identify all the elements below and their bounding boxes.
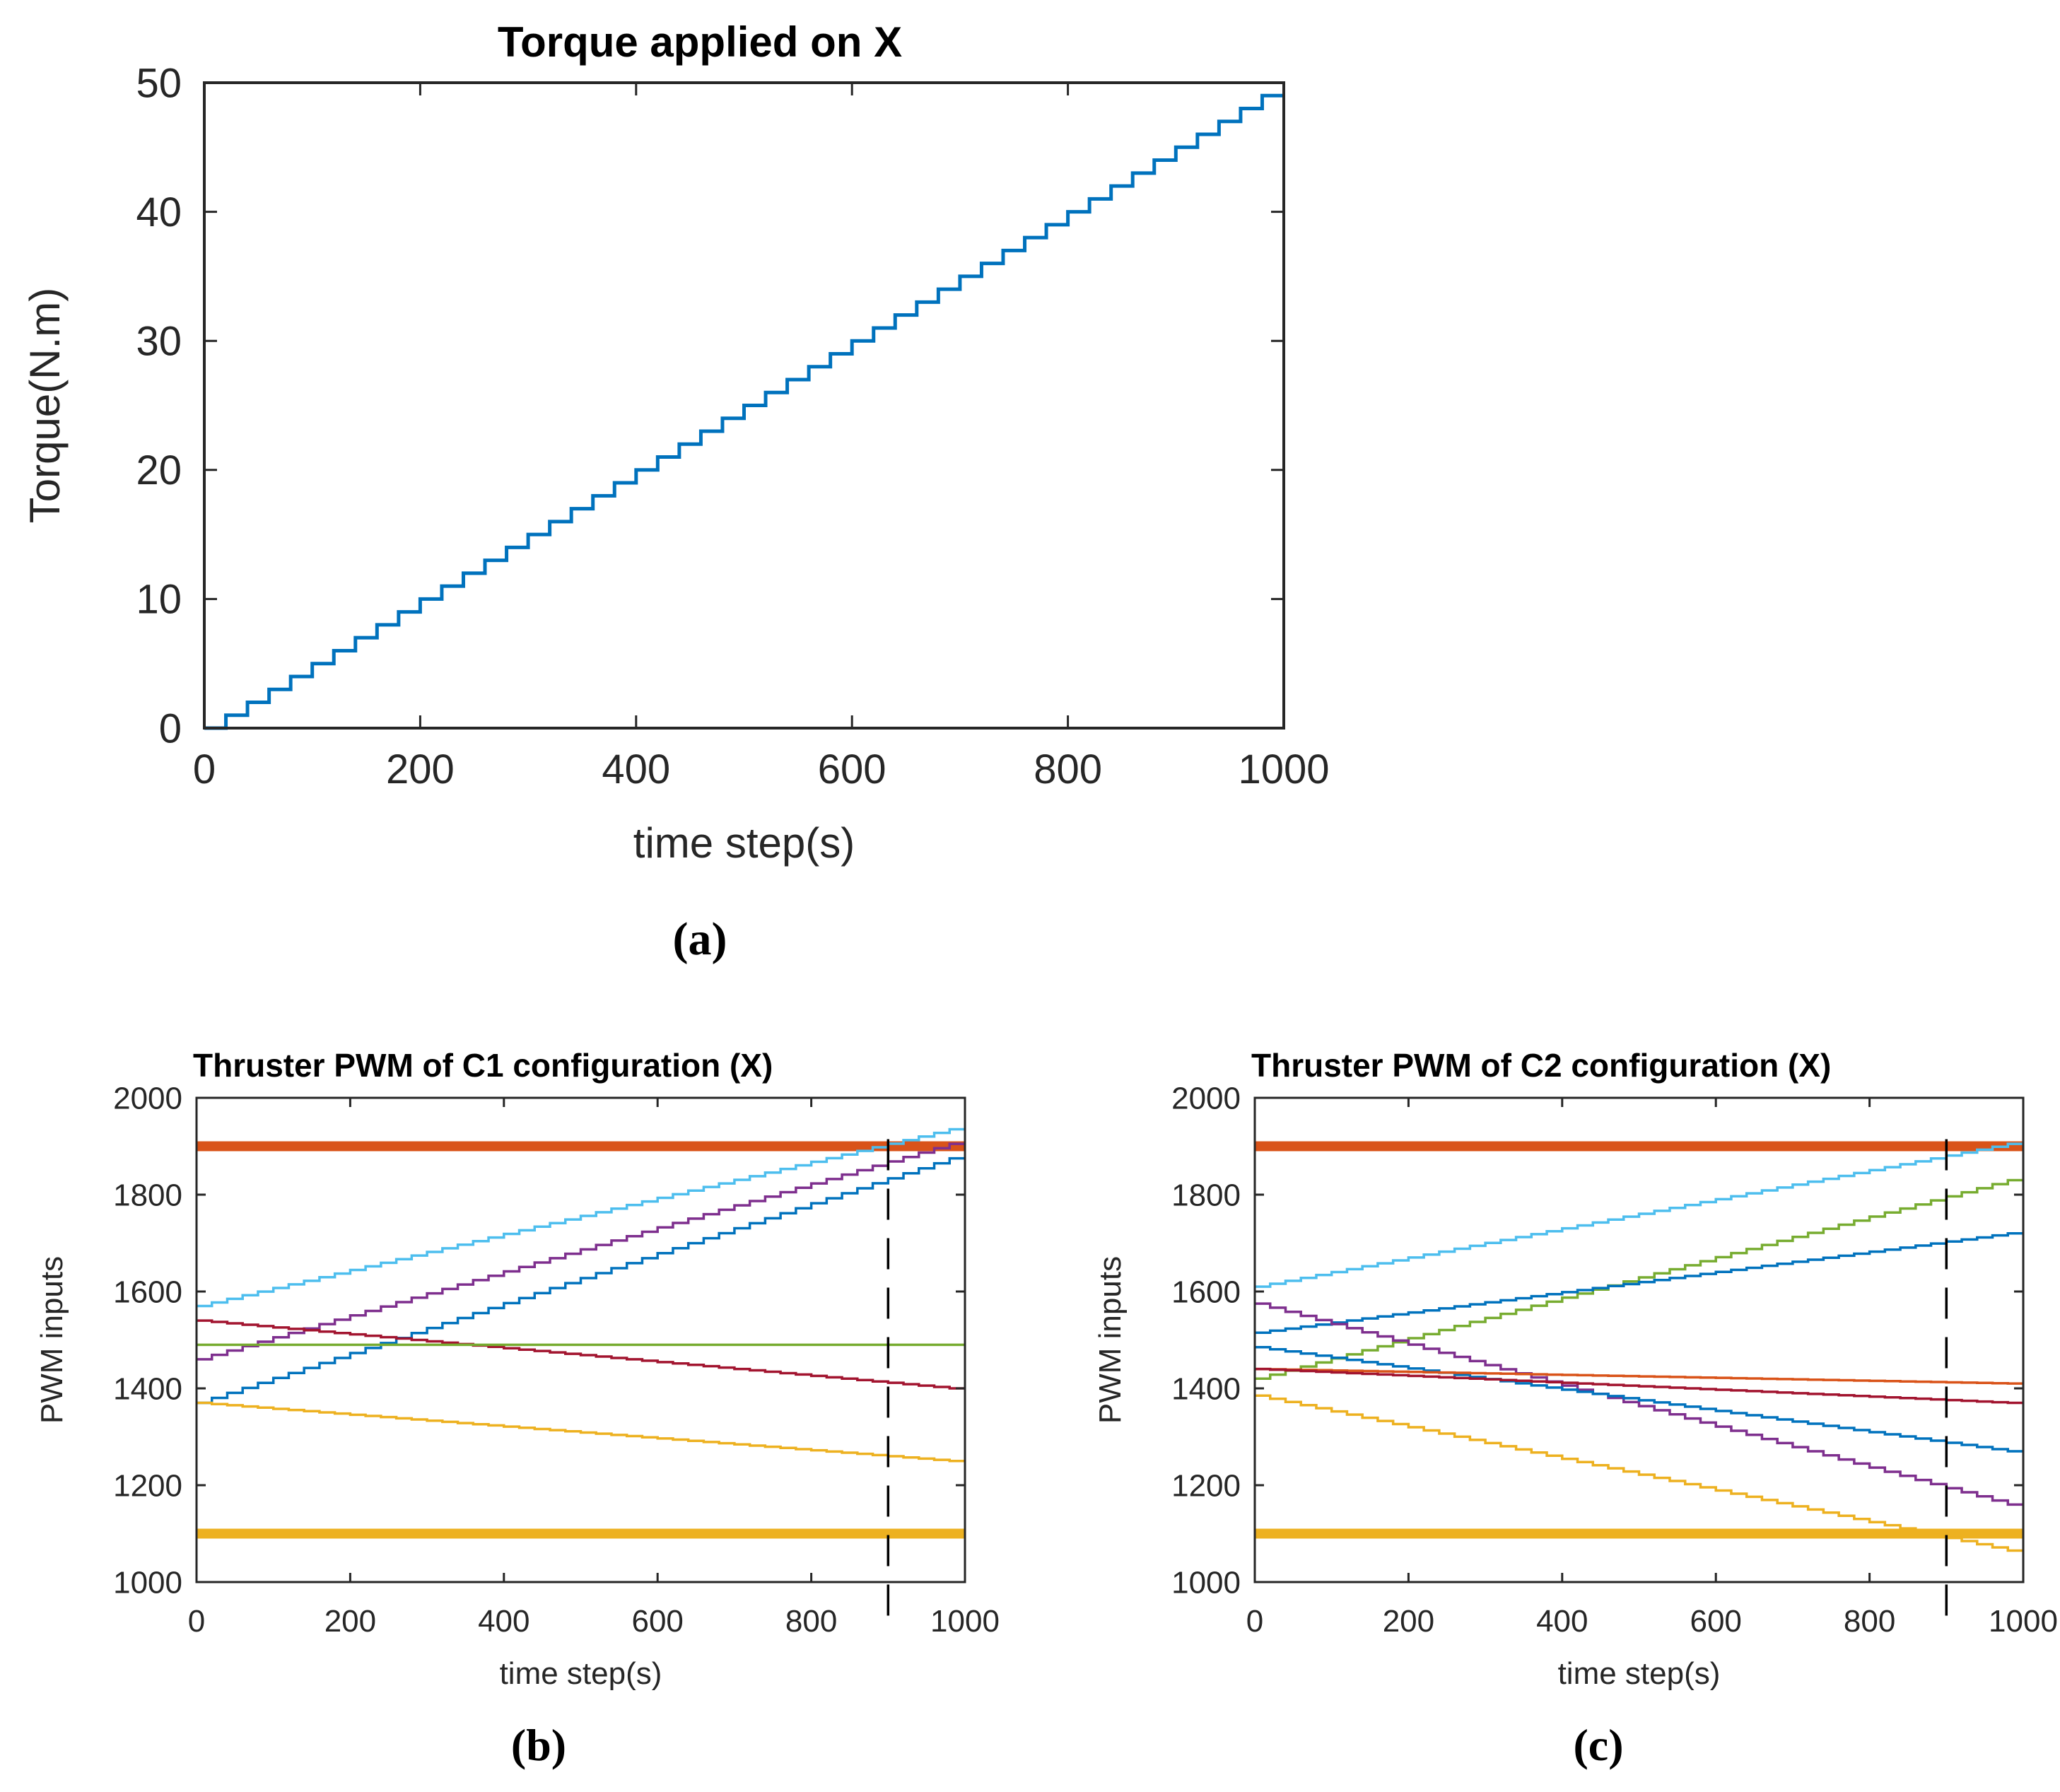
x-tick-label: 1000 [1989, 1604, 2058, 1639]
x-tick-label: 600 [1690, 1604, 1741, 1639]
x-tick-label: 1000 [1238, 746, 1329, 792]
series-line-thruster-2 [1255, 1178, 2023, 1381]
series-layer-b [197, 1128, 965, 1621]
caption-a: (a) [673, 913, 727, 965]
series-layer-c [1255, 1139, 2023, 1621]
axes-box-a [203, 81, 1285, 730]
x-tick-label: 0 [193, 746, 216, 792]
series-line-torque [204, 93, 1284, 730]
chart-title-c: Thruster PWM of C2 configuration (X) [1251, 1047, 1831, 1084]
series-line-thruster-3 [1255, 1232, 2023, 1334]
chart-panel-b: 0 200 400 600 800 1000 1000 1200 1400 1600 1800 200… [35, 1047, 1000, 1770]
axes-box-c [1253, 1096, 2025, 1583]
ticks-c: 0 200 400 600 800 1000 1000 1200 1400 1600 1800 200… [1171, 1081, 2058, 1639]
y-axis-title-b: PWM inputs [35, 1256, 69, 1424]
caption-c: (c) [1573, 1720, 1623, 1770]
series-line-thruster-8 [1255, 1394, 2023, 1552]
x-tick-label: 600 [631, 1604, 683, 1639]
y-tick-label: 1800 [113, 1178, 182, 1212]
chart-panel-c: 0 200 400 600 800 1000 1000 1200 1400 1600 1800 200… [1093, 1047, 2058, 1770]
series-line-thruster-4 [1255, 1302, 2023, 1506]
y-tick-label: 2000 [113, 1081, 182, 1115]
series-line-thruster-2 [197, 1142, 965, 1361]
y-tick-label: 1600 [113, 1275, 182, 1309]
x-axis-title-b: time step(s) [500, 1656, 662, 1691]
series-line-thruster-4 [197, 1319, 965, 1390]
series-line-thruster-3 [197, 1156, 965, 1405]
axes-box-b [195, 1096, 966, 1583]
x-tick-label: 1000 [930, 1604, 1000, 1639]
series-line-thruster-5 [1255, 1346, 2023, 1453]
y-tick-label: 50 [136, 60, 182, 106]
x-tick-label: 800 [1034, 746, 1102, 792]
series-line-thruster-6 [197, 1401, 965, 1463]
chart-panel-a: 0 200 400 600 800 1000 0 10 20 30 40 50 Torque appl… [21, 18, 1330, 965]
x-tick-label: 800 [785, 1604, 837, 1639]
y-tick-label: 1400 [1171, 1371, 1241, 1406]
x-tick-label: 200 [324, 1604, 376, 1639]
y-tick-label: 1400 [113, 1371, 182, 1406]
y-tick-label: 1200 [113, 1468, 182, 1503]
y-tick-label: 1000 [1171, 1565, 1241, 1600]
y-tick-label: 1600 [1171, 1275, 1241, 1309]
y-tick-label: 1000 [113, 1565, 182, 1600]
y-tick-label: 40 [136, 189, 182, 235]
series-line-thruster-6 [1255, 1367, 2023, 1385]
x-tick-label: 0 [1246, 1604, 1263, 1639]
y-tick-label: 2000 [1171, 1081, 1241, 1115]
x-tick-label: 600 [818, 746, 886, 792]
chart-title-a: Torque applied on X [498, 18, 902, 66]
y-tick-label: 1800 [1171, 1178, 1241, 1212]
y-tick-label: 30 [136, 319, 182, 365]
y-tick-label: 1200 [1171, 1468, 1241, 1503]
series-line-thruster-1 [197, 1128, 965, 1308]
y-tick-label: 10 [136, 577, 182, 623]
x-axis-title-c: time step(s) [1558, 1656, 1721, 1691]
x-tick-label: 200 [1383, 1604, 1434, 1639]
x-tick-label: 200 [386, 746, 455, 792]
x-axis-title-a: time step(s) [633, 819, 855, 867]
y-axis-title-c: PWM inputs [1093, 1256, 1128, 1424]
x-tick-label: 400 [478, 1604, 529, 1639]
series-layer-a [204, 93, 1284, 730]
x-tick-label: 400 [602, 746, 670, 792]
y-axis-title-a: Torque(N.m) [21, 288, 69, 523]
series-line-thruster-7 [1255, 1367, 2023, 1405]
y-tick-label: 20 [136, 447, 182, 493]
ticks-a: 0 200 400 600 800 1000 0 10 20 30 40 50 [136, 60, 1329, 792]
x-tick-label: 800 [1844, 1604, 1895, 1639]
caption-b: (b) [511, 1720, 566, 1770]
x-tick-label: 400 [1536, 1604, 1588, 1639]
x-tick-label: 0 [188, 1604, 205, 1639]
chart-title-b: Thruster PWM of C1 configuration (X) [193, 1047, 773, 1084]
ticks-b: 0 200 400 600 800 1000 1000 1200 1400 1600 1800 200… [113, 1081, 1000, 1639]
series-line-thruster-1 [1255, 1142, 2023, 1288]
y-tick-label: 0 [159, 705, 182, 751]
